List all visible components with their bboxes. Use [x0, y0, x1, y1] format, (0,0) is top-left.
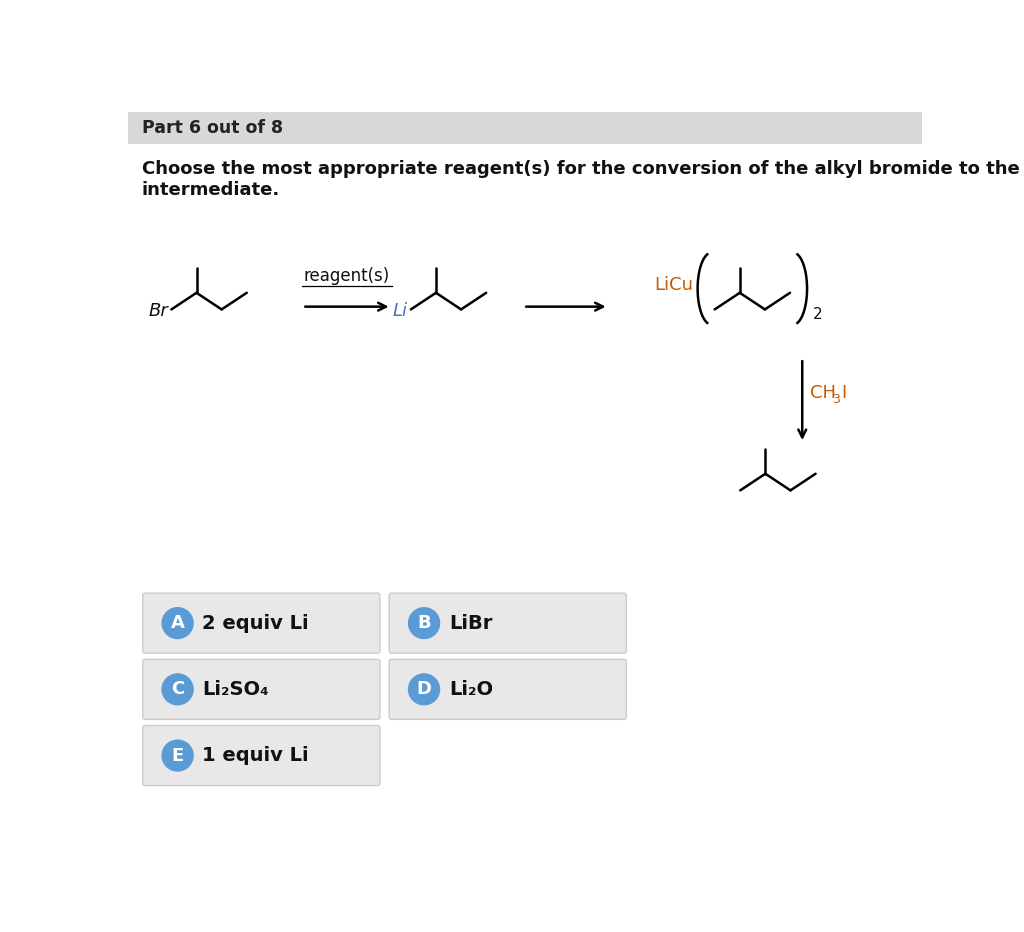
FancyBboxPatch shape — [128, 112, 922, 144]
Text: 3: 3 — [831, 392, 840, 405]
Circle shape — [162, 740, 194, 771]
Text: LiCu: LiCu — [654, 276, 693, 294]
Text: Br: Br — [148, 302, 168, 320]
Text: reagent(s): reagent(s) — [304, 267, 390, 285]
Text: 2 equiv Li: 2 equiv Li — [203, 613, 309, 633]
Text: Li₂SO₄: Li₂SO₄ — [203, 679, 269, 699]
Text: Choose the most appropriate reagent(s) for the conversion of the alkyl bromide t: Choose the most appropriate reagent(s) f… — [142, 159, 1024, 178]
Text: A: A — [171, 614, 184, 632]
FancyBboxPatch shape — [142, 593, 380, 653]
Text: E: E — [171, 747, 183, 764]
Text: B: B — [417, 614, 431, 632]
Text: intermediate.: intermediate. — [142, 181, 281, 199]
Text: D: D — [417, 680, 431, 698]
Text: LiBr: LiBr — [449, 613, 493, 633]
Circle shape — [409, 608, 439, 638]
Text: CH: CH — [810, 384, 836, 402]
FancyBboxPatch shape — [142, 725, 380, 786]
Circle shape — [162, 608, 194, 638]
Text: 1 equiv Li: 1 equiv Li — [203, 746, 309, 765]
FancyBboxPatch shape — [389, 593, 627, 653]
Text: 2: 2 — [813, 307, 823, 322]
Circle shape — [162, 674, 194, 705]
Text: C: C — [171, 680, 184, 698]
Text: Li₂O: Li₂O — [449, 679, 493, 699]
Text: Part 6 out of 8: Part 6 out of 8 — [142, 119, 283, 137]
Circle shape — [409, 674, 439, 705]
FancyBboxPatch shape — [142, 659, 380, 720]
Text: Li: Li — [393, 302, 408, 320]
FancyBboxPatch shape — [389, 659, 627, 720]
Text: I: I — [841, 384, 846, 402]
